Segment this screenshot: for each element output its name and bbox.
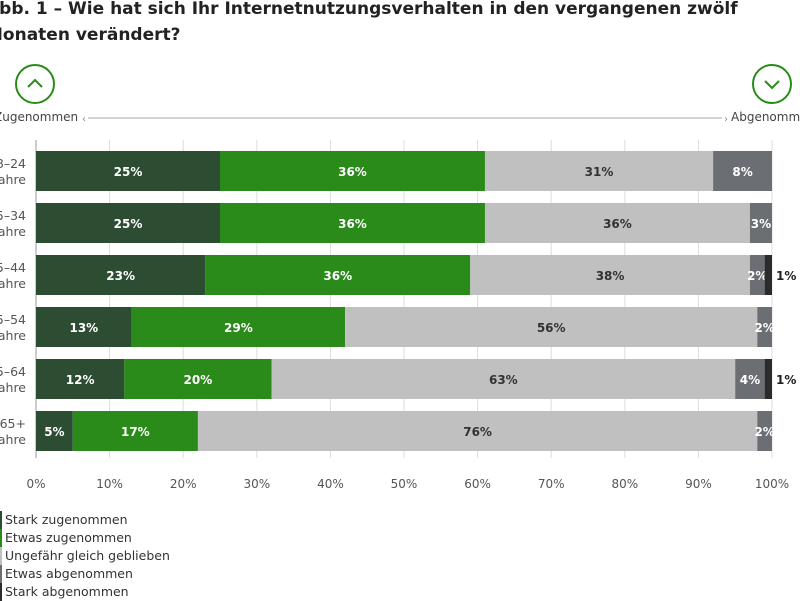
bar-segment — [220, 151, 485, 191]
x-tick-label: 60% — [464, 477, 491, 491]
bar-segment — [764, 255, 772, 295]
bar-segment — [36, 307, 132, 347]
legend-item: Stark abgenommen — [0, 583, 170, 601]
bar-segment — [205, 255, 471, 295]
bar-segment — [124, 359, 272, 399]
data-label: 36% — [603, 217, 632, 231]
bar-segment — [197, 411, 758, 451]
data-label: 29% — [224, 321, 253, 335]
bar-segment — [713, 151, 772, 191]
bar-segment — [131, 307, 346, 347]
bar-segment — [764, 359, 772, 399]
row-label: Jahre — [0, 432, 26, 447]
data-label: 8% — [732, 165, 752, 179]
direction-right-label: Abgenommen — [731, 110, 800, 124]
row-label: Jahre — [0, 172, 26, 187]
data-label: 25% — [114, 165, 143, 179]
data-label: 5% — [44, 425, 64, 439]
arrow-left-icon: ‹ — [82, 114, 86, 125]
bar-segment — [36, 255, 206, 295]
data-label: 1% — [776, 269, 796, 283]
x-tick-label: 40% — [317, 477, 344, 491]
row-label: 45–54 — [0, 312, 26, 327]
row-label: 65+ — [0, 416, 26, 431]
row-label: 25–34 — [0, 208, 26, 223]
data-label: 63% — [489, 373, 518, 387]
data-label: 17% — [121, 425, 150, 439]
x-tick-label: 70% — [538, 477, 565, 491]
chart-title: Abb. 1 – Wie hat sich Ihr Internetnutzun… — [0, 0, 738, 45]
x-tick-label: 0% — [26, 477, 45, 491]
x-tick-label: 10% — [96, 477, 123, 491]
data-label: 56% — [537, 321, 566, 335]
x-tick-label: 30% — [243, 477, 270, 491]
legend: Stark zugenommen Etwas zugenommen Ungefähr… — [0, 511, 170, 601]
data-label: 20% — [184, 373, 213, 387]
bar-segment — [271, 359, 736, 399]
legend-item: Etwas zugenommen — [0, 529, 170, 547]
data-label: 23% — [106, 269, 135, 283]
bar-segment — [757, 411, 772, 451]
x-tick-label: 80% — [611, 477, 638, 491]
chevron-up-icon — [15, 64, 55, 104]
row-label: Jahre — [0, 224, 26, 239]
bar-segment — [36, 411, 73, 451]
data-label: 36% — [338, 217, 367, 231]
bar-segment — [36, 359, 125, 399]
data-label: 76% — [463, 425, 492, 439]
row-label: 55–64 — [0, 364, 26, 379]
legend-item: Ungefähr gleich geblieben — [0, 547, 170, 565]
arrow-right-icon: › — [724, 114, 728, 125]
row-label: Jahre — [0, 328, 26, 343]
data-label: 4% — [740, 373, 760, 387]
bar-segment — [470, 255, 750, 295]
row-label: Jahre — [0, 380, 26, 395]
data-label: 2% — [754, 321, 774, 335]
data-label: 36% — [338, 165, 367, 179]
bar-segment — [220, 203, 485, 243]
bar-segment — [36, 151, 220, 191]
x-tick-label: 20% — [170, 477, 197, 491]
data-label: 2% — [754, 425, 774, 439]
bar-segment — [749, 255, 765, 295]
bar-segment — [36, 203, 220, 243]
legend-item: Etwas abgenommen — [0, 565, 170, 583]
bar-segment — [484, 151, 714, 191]
data-label: 31% — [585, 165, 614, 179]
bar-segment — [345, 307, 758, 347]
data-label: 12% — [66, 373, 95, 387]
data-label: 2% — [747, 269, 767, 283]
data-label: 13% — [69, 321, 98, 335]
x-tick-label: 100% — [755, 477, 789, 491]
x-tick-label: 90% — [685, 477, 712, 491]
row-label: 18–24 — [0, 156, 26, 171]
data-label: 1% — [776, 373, 796, 387]
bar-segment — [749, 203, 772, 243]
legend-item: Stark zugenommen — [0, 511, 170, 529]
row-label: 35–44 — [0, 260, 26, 275]
row-label: Jahre — [0, 276, 26, 291]
bar-segment — [735, 359, 765, 399]
data-label: 36% — [323, 269, 352, 283]
bar-segment — [757, 307, 772, 347]
direction-left-label: Zugenommen — [0, 110, 79, 124]
data-label: 38% — [596, 269, 625, 283]
chevron-down-icon — [752, 64, 792, 104]
bar-segment — [484, 203, 750, 243]
x-tick-label: 50% — [391, 477, 418, 491]
data-label: 3% — [751, 217, 771, 231]
data-label: 25% — [114, 217, 143, 231]
bar-segment — [72, 411, 198, 451]
